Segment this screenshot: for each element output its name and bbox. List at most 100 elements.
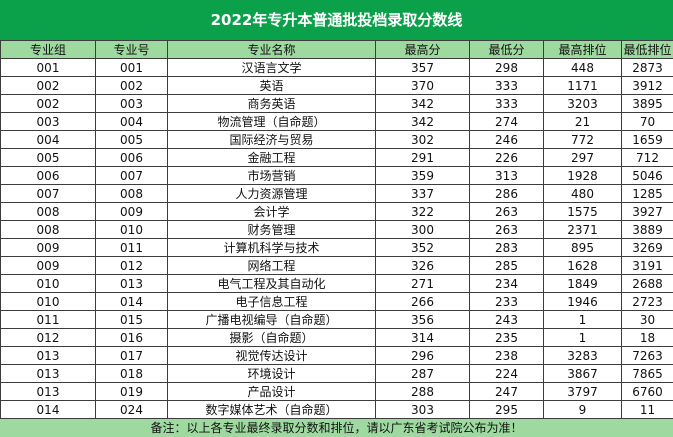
cell-min-score: 333 <box>469 94 544 113</box>
cell-min-rank: 6760 <box>621 382 673 401</box>
table-body: 001 001 汉语言文学 357 298 448 2873 002 002 英语 370 333 11… <box>0 58 673 419</box>
cell-min-rank: 3912 <box>621 76 673 95</box>
cell-min-rank: 2723 <box>621 292 673 311</box>
cell-major-code: 013 <box>95 274 168 293</box>
cell-min-score: 313 <box>469 166 544 185</box>
cell-max-rank: 297 <box>543 148 622 167</box>
header-major-name: 专业名称 <box>167 40 376 59</box>
table-row: 010 013 电气工程及其自动化 271 234 1849 2688 <box>0 274 673 293</box>
cell-min-score: 233 <box>469 292 544 311</box>
cell-major-name: 汉语言文学 <box>167 58 376 77</box>
cell-min-score: 283 <box>469 238 544 257</box>
cell-max-score: 352 <box>375 238 470 257</box>
cell-min-rank: 7263 <box>621 346 673 365</box>
cell-max-score: 342 <box>375 94 470 113</box>
cell-max-score: 357 <box>375 58 470 77</box>
cell-max-rank: 1946 <box>543 292 622 311</box>
table-header: 专业组 专业号 专业名称 最高分 最低分 最高排位 最低排位 <box>0 40 673 59</box>
table-row: 007 008 人力资源管理 337 286 480 1285 <box>0 184 673 203</box>
cell-min-score: 243 <box>469 310 544 329</box>
cell-major-group: 005 <box>0 148 96 167</box>
cell-max-rank: 2371 <box>543 220 622 239</box>
cell-major-name: 财务管理 <box>167 220 376 239</box>
cell-min-rank: 2873 <box>621 58 673 77</box>
cell-major-name: 网络工程 <box>167 256 376 275</box>
cell-min-score: 234 <box>469 274 544 293</box>
cell-major-group: 009 <box>0 256 96 275</box>
cell-major-name: 物流管理（自命题） <box>167 112 376 131</box>
cell-max-score: 322 <box>375 202 470 221</box>
cell-major-name: 市场营销 <box>167 166 376 185</box>
cell-major-name: 数字媒体艺术（自命题） <box>167 400 376 419</box>
cell-major-name: 金融工程 <box>167 148 376 167</box>
table-row: 010 014 电子信息工程 266 233 1946 2723 <box>0 292 673 311</box>
table-row: 013 019 产品设计 288 247 3797 6760 <box>0 382 673 401</box>
cell-major-group: 014 <box>0 400 96 419</box>
cell-min-rank: 11 <box>621 400 673 419</box>
cell-max-rank: 9 <box>543 400 622 419</box>
cell-major-name: 摄影（自命题） <box>167 328 376 347</box>
table-row: 003 004 物流管理（自命题） 342 274 21 70 <box>0 112 673 131</box>
cell-major-name: 产品设计 <box>167 382 376 401</box>
table-row: 011 015 广播电视编导（自命题） 356 243 1 30 <box>0 310 673 329</box>
cell-major-group: 009 <box>0 238 96 257</box>
cell-major-code: 004 <box>95 112 168 131</box>
cell-major-group: 008 <box>0 202 96 221</box>
cell-max-score: 271 <box>375 274 470 293</box>
cell-min-score: 298 <box>469 58 544 77</box>
cell-major-name: 会计学 <box>167 202 376 221</box>
table-row: 009 011 计算机科学与技术 352 283 895 3269 <box>0 238 673 257</box>
cell-max-rank: 1 <box>543 328 622 347</box>
table-row: 008 010 财务管理 300 263 2371 3889 <box>0 220 673 239</box>
header-max-score: 最高分 <box>375 40 470 59</box>
cell-min-rank: 1659 <box>621 130 673 149</box>
cell-major-name: 国际经济与贸易 <box>167 130 376 149</box>
cell-major-code: 005 <box>95 130 168 149</box>
cell-min-rank: 1285 <box>621 184 673 203</box>
cell-min-rank: 30 <box>621 310 673 329</box>
cell-major-code: 024 <box>95 400 168 419</box>
table-row: 002 003 商务英语 342 333 3203 3895 <box>0 94 673 113</box>
cell-major-group: 011 <box>0 310 96 329</box>
cell-major-name: 广播电视编导（自命题） <box>167 310 376 329</box>
cell-min-score: 263 <box>469 202 544 221</box>
cell-min-rank: 7865 <box>621 364 673 383</box>
cell-max-rank: 480 <box>543 184 622 203</box>
cell-min-rank: 3191 <box>621 256 673 275</box>
table-row: 014 024 数字媒体艺术（自命题） 303 295 9 11 <box>0 400 673 419</box>
cell-major-group: 013 <box>0 382 96 401</box>
table-row: 004 005 国际经济与贸易 302 246 772 1659 <box>0 130 673 149</box>
cell-major-code: 014 <box>95 292 168 311</box>
cell-max-rank: 3797 <box>543 382 622 401</box>
cell-max-rank: 772 <box>543 130 622 149</box>
cell-major-name: 电气工程及其自动化 <box>167 274 376 293</box>
cell-max-score: 288 <box>375 382 470 401</box>
cell-major-group: 012 <box>0 328 96 347</box>
cell-major-code: 015 <box>95 310 168 329</box>
cell-major-name: 计算机科学与技术 <box>167 238 376 257</box>
cell-min-rank: 70 <box>621 112 673 131</box>
cell-max-rank: 21 <box>543 112 622 131</box>
table-row: 006 007 市场营销 359 313 1928 5046 <box>0 166 673 185</box>
cell-max-score: 314 <box>375 328 470 347</box>
cell-max-score: 266 <box>375 292 470 311</box>
cell-min-score: 286 <box>469 184 544 203</box>
cell-min-score: 238 <box>469 346 544 365</box>
cell-major-code: 007 <box>95 166 168 185</box>
cell-min-score: 274 <box>469 112 544 131</box>
cell-min-rank: 5046 <box>621 166 673 185</box>
cell-max-score: 337 <box>375 184 470 203</box>
cell-major-group: 006 <box>0 166 96 185</box>
cell-max-rank: 1928 <box>543 166 622 185</box>
cell-max-rank: 1 <box>543 310 622 329</box>
cell-major-group: 007 <box>0 184 96 203</box>
cell-major-code: 018 <box>95 364 168 383</box>
cell-max-score: 359 <box>375 166 470 185</box>
header-max-rank: 最高排位 <box>543 40 622 59</box>
cell-min-rank: 3889 <box>621 220 673 239</box>
cell-major-name: 英语 <box>167 76 376 95</box>
page-title: 2022年专升本普通批投档录取分数线 <box>0 0 673 41</box>
cell-min-score: 224 <box>469 364 544 383</box>
table-row: 005 006 金融工程 291 226 297 712 <box>0 148 673 167</box>
